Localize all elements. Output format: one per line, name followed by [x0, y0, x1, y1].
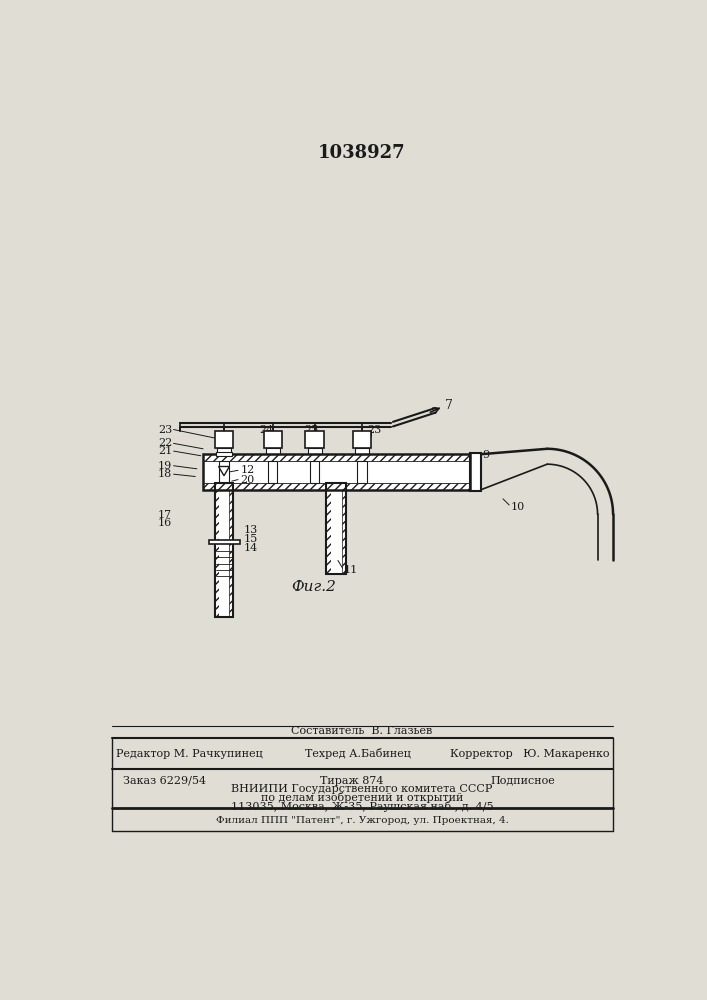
Text: Тираж 874: Тираж 874 [320, 776, 384, 786]
Text: ВНИИПИ Государственного комитета СССР: ВНИИПИ Государственного комитета СССР [231, 784, 493, 794]
Bar [310, 461, 320, 483]
Text: 9: 9 [482, 450, 489, 460]
Bar [331, 483, 341, 574]
Bar [219, 483, 228, 617]
Text: Филиал ППП "Патент", г. Ужгород, ул. Проектная, 4.: Филиал ППП "Патент", г. Ужгород, ул. Про… [216, 816, 508, 825]
Bar [264, 431, 282, 448]
Text: Составитель  В. Глазьев: Составитель В. Глазьев [291, 726, 433, 736]
Bar [305, 431, 324, 448]
Bar [215, 483, 219, 617]
Bar [341, 483, 346, 574]
Text: 113035, Москва, Ж-35, Раушская наб., д. 4/5: 113035, Москва, Ж-35, Раушская наб., д. … [230, 801, 493, 812]
Bar [217, 448, 231, 454]
Text: Подписное: Подписное [490, 776, 555, 786]
Text: 25: 25 [304, 425, 318, 435]
Text: Техред А.Бабинец: Техред А.Бабинец [305, 748, 411, 759]
Text: Редактор М. Рачкупинец: Редактор М. Рачкупинец [116, 749, 262, 759]
Text: 13: 13 [243, 525, 257, 535]
Text: 7: 7 [445, 399, 452, 412]
Polygon shape [218, 466, 230, 476]
Bar [216, 452, 232, 456]
Text: 15: 15 [243, 534, 257, 544]
Bar [209, 540, 240, 544]
Text: 23: 23 [158, 425, 172, 435]
Text: 18: 18 [158, 469, 172, 479]
Bar [268, 461, 277, 483]
Bar [203, 483, 470, 490]
Text: 17: 17 [158, 510, 172, 520]
Bar [357, 461, 367, 483]
Bar [219, 461, 228, 483]
Text: 24: 24 [259, 425, 273, 435]
Text: Фиг.2: Фиг.2 [291, 580, 336, 594]
Text: 20: 20 [240, 475, 255, 485]
Text: 21: 21 [158, 446, 172, 456]
Bar [203, 461, 470, 483]
Text: Заказ 6229/54: Заказ 6229/54 [123, 776, 206, 786]
Text: 16: 16 [158, 518, 172, 528]
Text: 12: 12 [240, 465, 255, 475]
Text: 11: 11 [344, 565, 358, 575]
Bar [353, 431, 371, 448]
Bar [308, 448, 322, 454]
Bar [327, 483, 346, 574]
Text: Корректор   Ю. Макаренко: Корректор Ю. Макаренко [450, 749, 610, 759]
Text: 23: 23 [368, 425, 382, 435]
Text: 10: 10 [510, 502, 525, 512]
Bar [228, 483, 233, 617]
Bar [203, 454, 470, 490]
Bar [203, 454, 470, 461]
Text: 22: 22 [158, 438, 172, 448]
Bar [266, 448, 280, 454]
Text: 19: 19 [158, 461, 172, 471]
Bar [355, 448, 369, 454]
Bar [215, 431, 233, 448]
Text: 14: 14 [243, 543, 257, 553]
Text: по делам изобретений и открытий: по делам изобретений и открытий [261, 792, 463, 803]
Bar [327, 483, 331, 574]
Bar [215, 483, 233, 617]
Bar [470, 453, 481, 491]
Text: 1038927: 1038927 [318, 144, 406, 162]
